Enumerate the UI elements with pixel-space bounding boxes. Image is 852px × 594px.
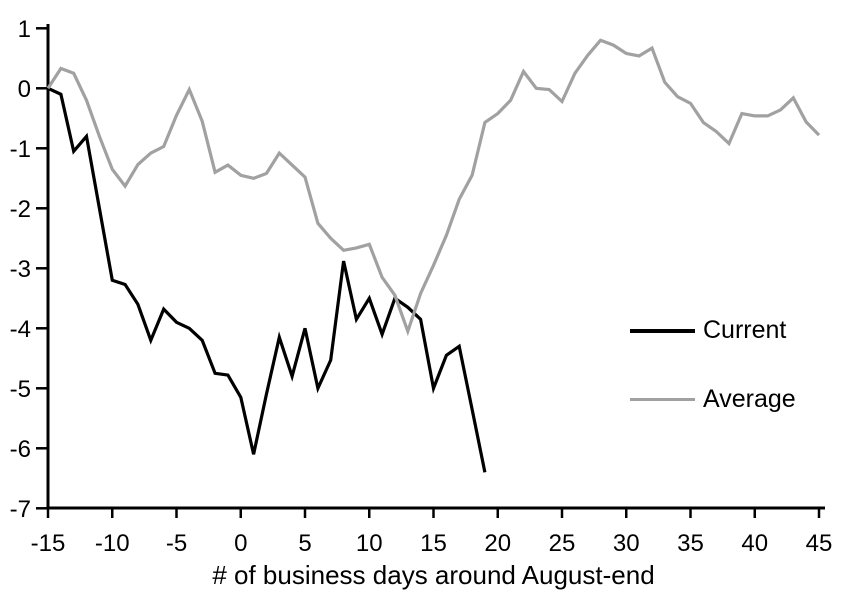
y-tick-label: -3 [10, 256, 31, 283]
legend: Current Average [630, 318, 796, 412]
legend-label-average: Average [703, 385, 796, 413]
x-tick-label: 25 [549, 530, 576, 557]
x-tick-label: 15 [420, 530, 447, 557]
x-tick-label: 10 [356, 530, 383, 557]
x-tick-label: -5 [166, 530, 187, 557]
x-tick-label: 35 [677, 530, 704, 557]
y-tick-label: -6 [10, 436, 31, 463]
x-tick-label: 30 [613, 530, 640, 557]
x-tick-label: -15 [31, 530, 66, 557]
x-tick-label: -10 [95, 530, 130, 557]
y-tick-label: -7 [10, 496, 31, 523]
y-tick-label: 0 [18, 76, 31, 103]
y-tick-label: -2 [10, 196, 31, 223]
x-tick-label: 0 [234, 530, 247, 557]
x-axis-title: # of business days around August-end [212, 560, 655, 590]
y-tick-label: -5 [10, 376, 31, 403]
legend-item-average: Average [630, 387, 796, 412]
x-tick-label: 5 [298, 530, 311, 557]
average-line-swatch [630, 398, 695, 401]
average-line [46, 38, 821, 337]
y-tick-label: 1 [18, 16, 31, 43]
x-tick-label: 40 [741, 530, 768, 557]
y-tick-label: -4 [10, 316, 31, 343]
legend-item-current: Current [630, 318, 796, 343]
current-line-swatch [630, 328, 695, 333]
legend-label-current: Current [703, 316, 787, 344]
y-tick-label: -1 [10, 136, 31, 163]
current-line [47, 86, 487, 473]
x-tick-label: 45 [806, 530, 833, 557]
x-tick-label: 20 [484, 530, 511, 557]
